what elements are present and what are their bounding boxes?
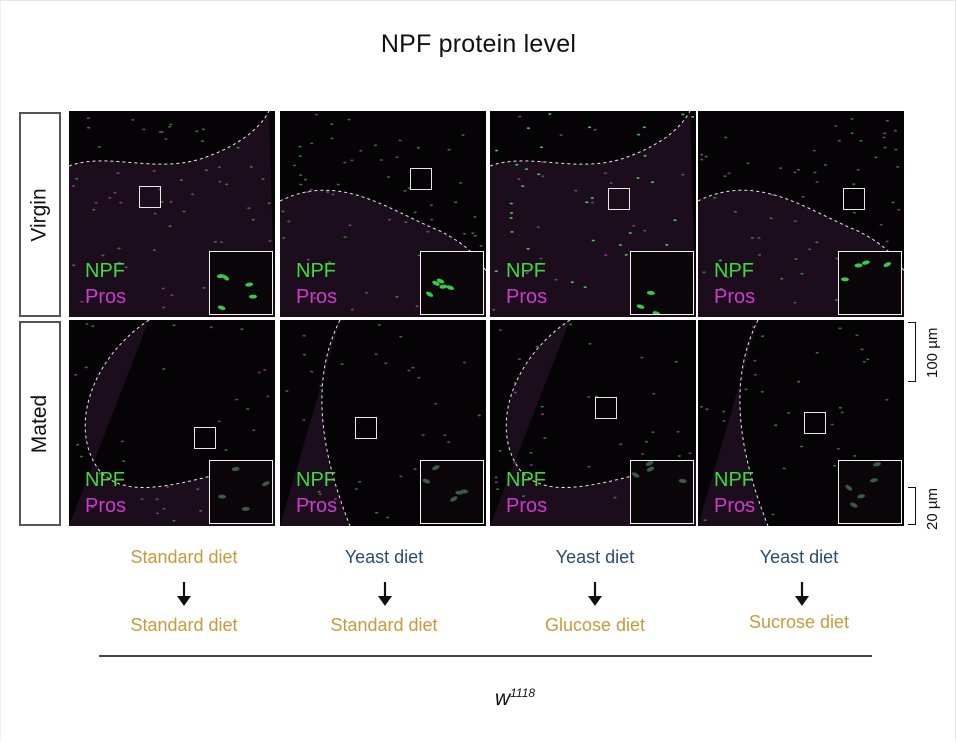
channel-label-npf: NPF — [506, 469, 546, 491]
figure-title: NPF protein level — [380, 30, 577, 58]
channel-label-pros: Pros — [714, 495, 756, 517]
micrograph-panel: NPF Pros — [280, 111, 486, 317]
region-of-interest-box — [608, 188, 630, 210]
region-of-interest-box — [194, 427, 216, 449]
zoom-inset — [838, 251, 902, 315]
zoom-inset — [838, 460, 902, 524]
row-label-virgin: Virgin — [19, 112, 61, 317]
genotype-label: w1118 — [0, 686, 957, 711]
condition-1-after: Standard diet — [130, 615, 238, 635]
scale-label-20um: 20 µm — [924, 488, 941, 530]
channel-label-npf: NPF — [85, 260, 125, 282]
zoom-inset — [209, 460, 273, 524]
arrow-down-icon — [795, 582, 809, 606]
channel-label-npf: NPF — [506, 260, 546, 282]
zoom-inset — [420, 251, 484, 315]
arrow-down-icon — [177, 582, 191, 606]
micrograph-panel: NPF Pros — [69, 111, 275, 317]
region-of-interest-box — [595, 397, 617, 419]
channel-label-pros: Pros — [85, 495, 127, 517]
genotype-base: w — [494, 687, 511, 710]
condition-2-after: Standard diet — [330, 615, 438, 635]
micrograph-panel: NPF Pros — [490, 111, 696, 317]
micrograph-panel: NPF Pros — [280, 320, 486, 526]
micrograph-panel: NPF Pros — [69, 320, 275, 526]
zoom-inset — [420, 460, 484, 524]
arrow-down-icon — [378, 582, 392, 606]
condition-2-before: Yeast diet — [344, 547, 424, 567]
channel-label-npf: NPF — [85, 469, 125, 491]
genotype-divider — [99, 655, 872, 657]
row-label-virgin-text: Virgin — [28, 187, 51, 242]
channel-label-pros: Pros — [506, 495, 548, 517]
zoom-inset — [630, 251, 694, 315]
region-of-interest-box — [804, 412, 826, 434]
micrograph-panel: NPF Pros — [490, 320, 696, 526]
region-of-interest-box — [410, 168, 432, 190]
condition-3-before: Yeast diet — [555, 547, 635, 567]
row-label-mated: Mated — [19, 321, 61, 526]
zoom-inset — [630, 460, 694, 524]
channel-label-npf: NPF — [296, 260, 336, 282]
micrograph-panel: NPF Pros — [698, 111, 904, 317]
row-label-mated-text: Mated — [28, 394, 51, 453]
condition-4-before: Yeast diet — [759, 547, 839, 567]
channel-label-pros: Pros — [85, 286, 127, 308]
micrograph-panel: NPF Pros — [698, 320, 904, 526]
channel-label-npf: NPF — [714, 469, 754, 491]
genotype-superscript: 1118 — [510, 686, 536, 700]
region-of-interest-box — [139, 186, 161, 208]
scale-bar-20um — [908, 487, 916, 525]
condition-3-after: Glucose diet — [544, 615, 646, 635]
tissue-image — [280, 320, 486, 526]
region-of-interest-box — [843, 188, 865, 210]
channel-label-npf: NPF — [296, 469, 336, 491]
arrow-down-icon — [588, 582, 602, 606]
condition-4-after: Sucrose diet — [748, 612, 850, 632]
channel-label-pros: Pros — [714, 286, 756, 308]
channel-label-npf: NPF — [714, 260, 754, 282]
channel-label-pros: Pros — [506, 286, 548, 308]
region-of-interest-box — [355, 417, 377, 439]
condition-1-before: Standard diet — [130, 547, 238, 567]
scale-label-100um: 100 µm — [924, 327, 941, 378]
channel-label-pros: Pros — [296, 495, 338, 517]
channel-label-pros: Pros — [296, 286, 338, 308]
scale-bar-100um — [908, 322, 916, 382]
zoom-inset — [209, 251, 273, 315]
